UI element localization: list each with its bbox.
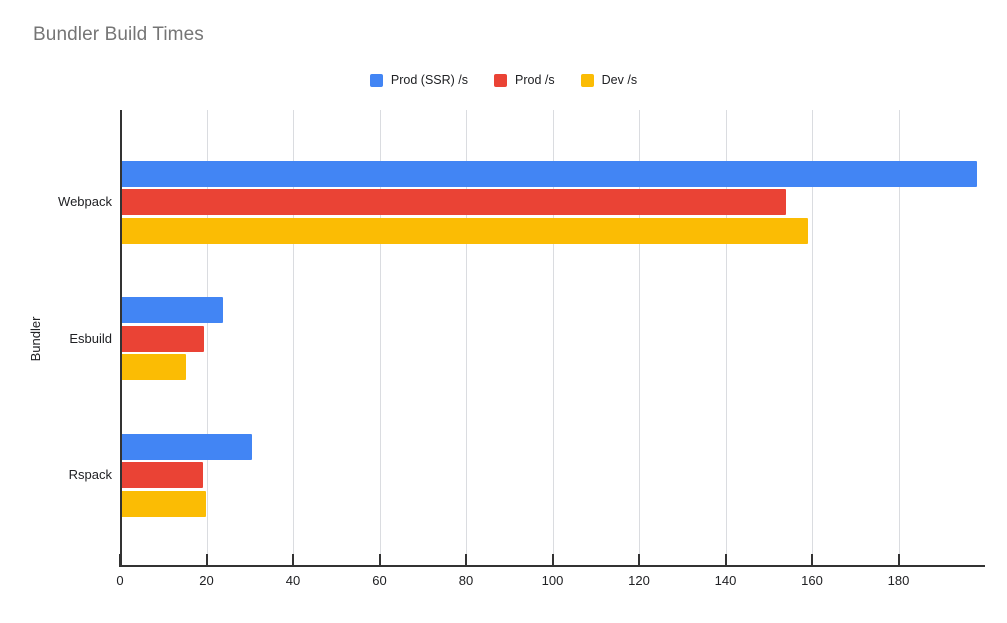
x-axis-tick — [465, 554, 467, 567]
bar-webpack-prod-s[interactable] — [122, 189, 787, 215]
x-tick-label: 100 — [541, 573, 564, 588]
x-tick-label: 80 — [458, 573, 474, 588]
gridline — [466, 110, 467, 567]
x-tick-label: 20 — [199, 573, 214, 588]
legend-swatch-icon — [580, 73, 594, 87]
x-axis-tick — [119, 554, 121, 567]
gridline — [639, 110, 640, 567]
chart-title: Bundler Build Times — [33, 24, 204, 45]
x-axis-tick — [638, 554, 640, 567]
y-axis-line — [120, 110, 122, 567]
category-label-rspack: Rspack — [68, 467, 112, 482]
x-axis-tick — [897, 554, 900, 567]
bar-esbuild-prod-ssr-s[interactable] — [122, 297, 224, 323]
x-axis-tick — [205, 554, 208, 567]
bar-webpack-prod-ssr-s[interactable] — [122, 160, 977, 187]
legend-label: Prod (SSR) /s — [390, 73, 469, 87]
x-axis-tick — [724, 554, 727, 567]
bar-rspack-prod-ssr-s[interactable] — [122, 433, 252, 460]
bar-esbuild-prod-s[interactable] — [122, 325, 205, 352]
bar-rspack-dev-s[interactable] — [122, 490, 206, 517]
legend-item-prod-ssr-s[interactable]: Prod (SSR) /s — [369, 73, 469, 87]
bar-esbuild-dev-s[interactable] — [122, 354, 187, 380]
x-axis-tick — [292, 554, 294, 567]
gridline — [206, 110, 208, 567]
gridline — [725, 110, 727, 567]
category-label-webpack: Webpack — [58, 194, 112, 209]
x-tick-label: 40 — [285, 573, 301, 588]
x-tick-label: 0 — [116, 573, 124, 588]
x-tick-label: 160 — [801, 573, 823, 588]
legend-item-prod-s[interactable]: Prod /s — [494, 73, 555, 87]
plot-area — [119, 110, 985, 567]
x-axis-tick — [811, 554, 813, 567]
x-tick-label: 180 — [887, 573, 910, 588]
legend: Prod (SSR) /s Prod /s Dev /s — [0, 73, 1007, 87]
gridline — [552, 110, 554, 567]
legend-label: Prod /s — [515, 73, 555, 87]
x-tick-label: 60 — [372, 573, 387, 588]
gridline — [812, 110, 813, 567]
category-label-esbuild: Esbuild — [69, 330, 112, 346]
legend-swatch-icon — [494, 73, 508, 87]
x-axis-tick — [378, 554, 381, 567]
x-tick-label: 120 — [628, 573, 650, 588]
legend-item-dev-s[interactable]: Dev /s — [580, 73, 638, 87]
gridline — [293, 110, 294, 567]
gridline — [898, 110, 900, 567]
bar-rspack-prod-s[interactable] — [122, 462, 204, 488]
x-tick-label: 140 — [714, 573, 737, 588]
gridline — [379, 110, 381, 567]
x-axis-tick — [551, 554, 554, 567]
bar-webpack-dev-s[interactable] — [122, 217, 808, 244]
legend-swatch-icon — [369, 73, 383, 87]
legend-label: Dev /s — [601, 73, 638, 87]
